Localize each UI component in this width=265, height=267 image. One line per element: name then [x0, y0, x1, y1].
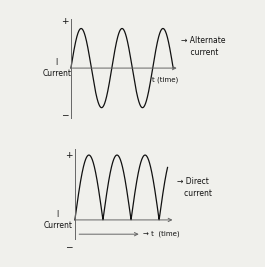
Text: +: +	[65, 151, 72, 160]
Text: → Alternate
    current: → Alternate current	[181, 36, 225, 57]
Text: I
Current: I Current	[43, 210, 72, 230]
Text: +: +	[61, 17, 69, 26]
Text: → t  (time): → t (time)	[143, 231, 179, 237]
Text: I
Current: I Current	[42, 58, 71, 78]
Text: −: −	[65, 243, 72, 252]
Text: −: −	[61, 110, 69, 119]
Text: → Direct
   current: → Direct current	[177, 177, 212, 198]
Text: t (time): t (time)	[152, 77, 178, 83]
